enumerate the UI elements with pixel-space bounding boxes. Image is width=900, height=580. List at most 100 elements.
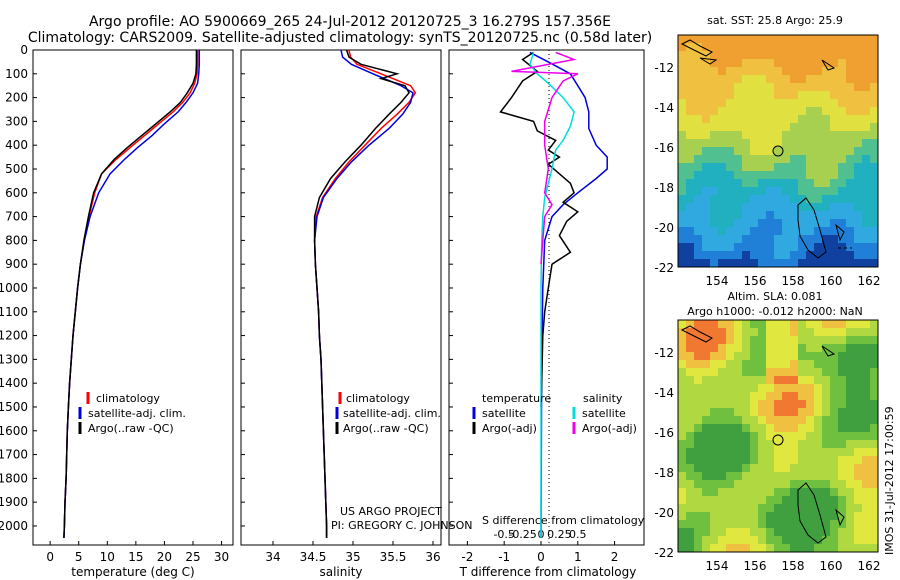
map-cell <box>750 123 759 132</box>
map-cell <box>838 131 847 140</box>
map-cell <box>678 408 687 417</box>
map-cell <box>686 416 695 425</box>
map-cell <box>854 504 863 513</box>
map-cell <box>742 328 751 337</box>
map-cell <box>678 464 687 473</box>
map-cell <box>718 195 727 204</box>
map-cell <box>862 83 871 92</box>
map-cell <box>830 328 839 337</box>
map-cell <box>774 139 783 148</box>
map-cell <box>718 464 727 473</box>
map-cell <box>766 504 775 513</box>
map-cell <box>806 392 815 401</box>
map-cell <box>750 83 759 92</box>
map-cell <box>846 219 855 228</box>
lat-tick-label: -12 <box>654 61 674 75</box>
map-cell <box>774 259 783 268</box>
lon-tick-label: 156 <box>744 274 767 288</box>
map-cell <box>774 203 783 212</box>
map-cell <box>790 227 799 236</box>
map-cell <box>750 544 759 553</box>
map-cell <box>758 155 767 164</box>
map-cell <box>862 520 871 529</box>
map-cell <box>862 488 871 497</box>
map-cell <box>846 171 855 180</box>
map-cell <box>678 51 687 60</box>
map-cell <box>846 99 855 108</box>
map-cell <box>710 440 719 449</box>
map-cell <box>678 171 687 180</box>
map-cell <box>846 496 855 505</box>
map-cell <box>750 75 759 84</box>
map-cell <box>750 195 759 204</box>
map-cell <box>726 440 735 449</box>
map-cell <box>862 219 871 228</box>
map-cell <box>742 83 751 92</box>
map-cell <box>806 440 815 449</box>
map-cell <box>742 528 751 537</box>
map-cell <box>862 336 871 345</box>
map-cell <box>846 227 855 236</box>
map-cell <box>766 496 775 505</box>
map-cell <box>806 187 815 196</box>
map-cell <box>846 107 855 116</box>
series-line-t-argo-adj- <box>499 51 580 408</box>
map-cell <box>814 51 823 60</box>
map-cell <box>758 504 767 513</box>
map-cell <box>702 424 711 433</box>
map-cell <box>702 400 711 409</box>
map-cell <box>862 352 871 361</box>
map-cell <box>718 424 727 433</box>
map-cell <box>838 147 847 156</box>
map-cell <box>870 251 879 260</box>
map-cell <box>726 43 735 52</box>
map-cell <box>718 472 727 481</box>
map-cell <box>846 544 855 553</box>
map-cell <box>766 179 775 188</box>
map-cell <box>678 496 687 505</box>
map-cell <box>718 99 727 108</box>
map-cell <box>774 235 783 244</box>
map-cell <box>702 83 711 92</box>
map-cell <box>798 107 807 116</box>
map-cell <box>702 360 711 369</box>
map-cell <box>766 320 775 329</box>
map-cell <box>806 163 815 172</box>
lat-tick-label: -14 <box>654 386 674 400</box>
map-cell <box>710 496 719 505</box>
map-cell <box>726 35 735 44</box>
map-cell <box>830 392 839 401</box>
map-cell <box>838 384 847 393</box>
map-cell <box>758 456 767 465</box>
map-cell <box>766 219 775 228</box>
map-cell <box>822 408 831 417</box>
map-cell <box>718 448 727 457</box>
map-cell <box>870 147 879 156</box>
map-cell <box>686 440 695 449</box>
map-cell <box>846 123 855 132</box>
map-cell <box>718 504 727 513</box>
depth-tick-label: 300 <box>5 114 28 128</box>
map-cell <box>686 368 695 377</box>
title-line2: Climatology: CARS2009. Satellite-adjuste… <box>28 30 652 46</box>
map-cell <box>726 91 735 100</box>
map-cell <box>870 432 879 441</box>
map-cell <box>870 243 879 252</box>
map-cell <box>766 67 775 76</box>
map-cell <box>806 51 815 60</box>
map-cell <box>854 344 863 353</box>
map-cell <box>686 520 695 529</box>
map-cell <box>846 408 855 417</box>
temperature-panel: 0100200300400500600700800900100011001200… <box>0 43 234 579</box>
map-cell <box>782 59 791 68</box>
x-tick-label: -1 <box>498 550 510 564</box>
map-cell <box>870 344 879 353</box>
map-cell <box>678 520 687 529</box>
map-cell <box>862 75 871 84</box>
map-cell <box>718 512 727 521</box>
map-cell <box>774 59 783 68</box>
map-cell <box>718 131 727 140</box>
legend-argo: Argo(..raw -QC) <box>88 422 174 435</box>
map-cell <box>678 155 687 164</box>
map-cell <box>686 171 695 180</box>
